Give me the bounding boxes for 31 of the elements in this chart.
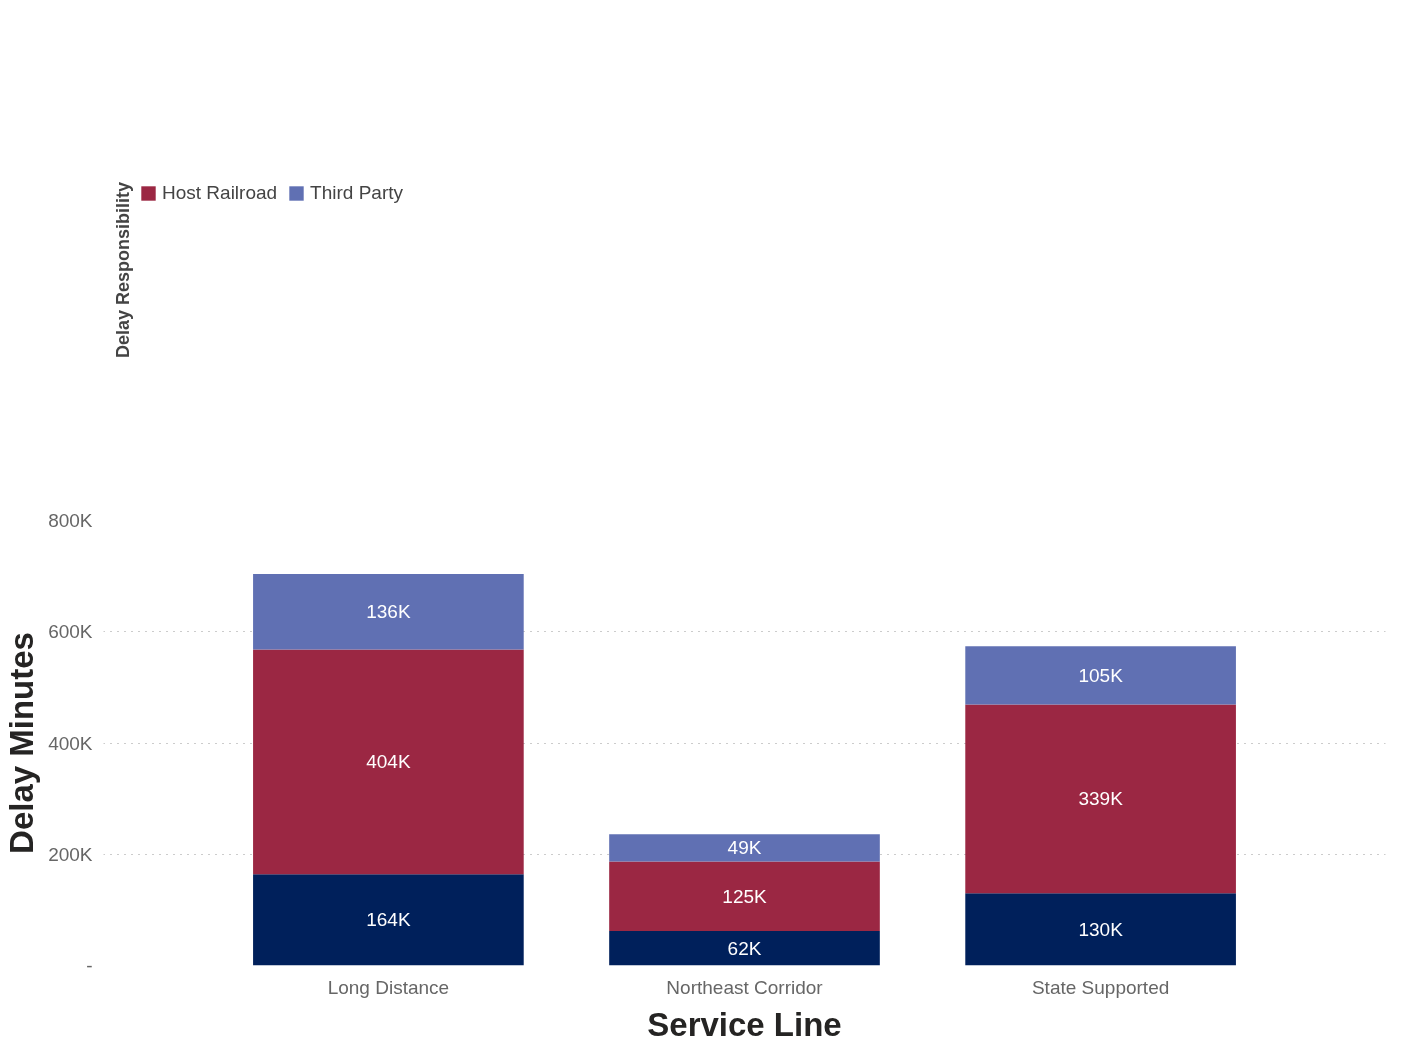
data-label: 339K [1078, 788, 1124, 810]
y-tick-label: 400K [48, 732, 93, 754]
bar [965, 646, 1236, 705]
legend-title: Delay Responsibility [113, 181, 134, 359]
y-tick-label: - [86, 955, 93, 976]
data-label: 164K [366, 909, 411, 931]
data-label: 404K [366, 751, 411, 773]
bar [609, 861, 880, 932]
y-axis-title: Delay Minutes [3, 632, 41, 854]
y-tick-label: 600K [48, 621, 93, 643]
data-label: 136K [366, 601, 411, 623]
data-label: 105K [1078, 664, 1124, 686]
x-tick-label: Northeast Corridor [666, 976, 824, 998]
bar [965, 704, 1236, 894]
bar [609, 931, 880, 966]
y-tick-label: 200K [48, 843, 93, 865]
data-label: 49K [727, 837, 762, 859]
data-label: 62K [727, 937, 762, 959]
data-label: 125K [722, 885, 768, 907]
bar [965, 893, 1236, 966]
bar [253, 649, 524, 875]
data-label: 130K [1078, 918, 1124, 940]
legend-label: Third Party [310, 181, 404, 204]
bar [253, 874, 524, 966]
x-tick-label: State Supported [1031, 976, 1170, 998]
y-tick-label: 800K [48, 510, 93, 531]
bar [609, 834, 880, 862]
x-tick-label: Long Distance [327, 976, 450, 998]
bar [253, 573, 524, 650]
x-axis-title: Service Line [647, 1005, 842, 1043]
legend-label: Host Railroad [162, 181, 278, 204]
